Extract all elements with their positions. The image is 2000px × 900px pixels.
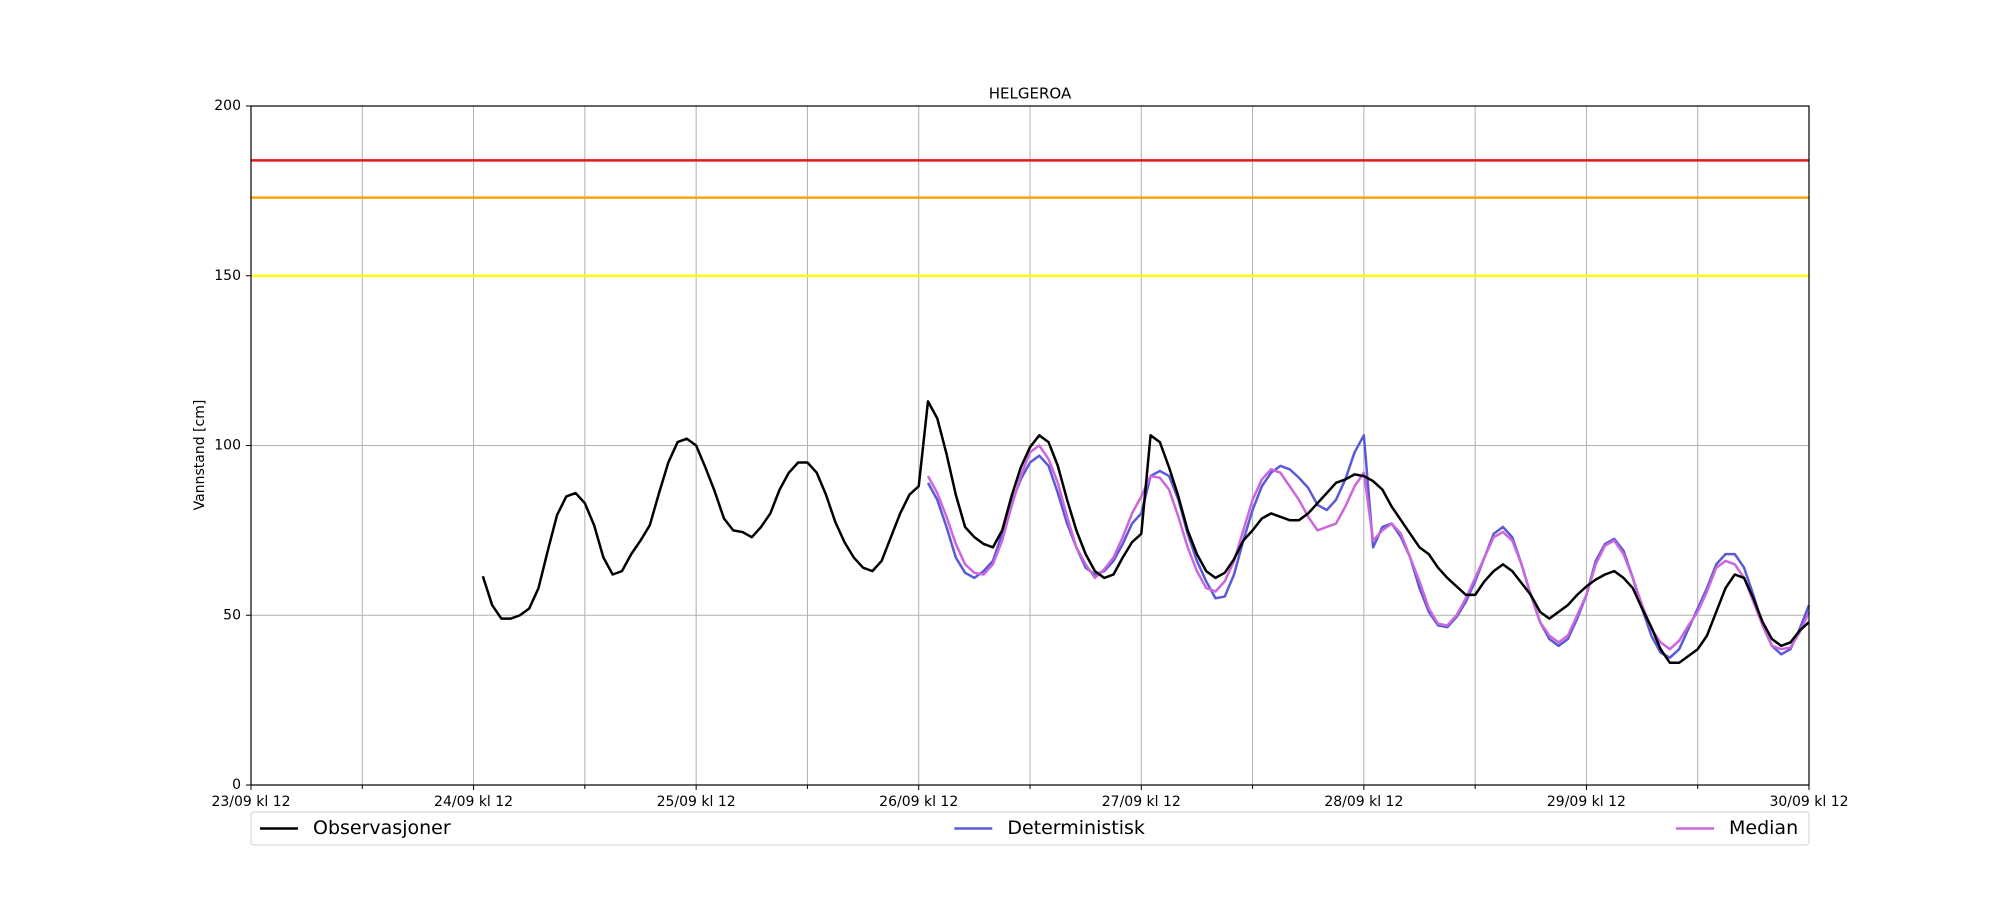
x-tick-label: 30/09 kl 12 bbox=[1769, 794, 1848, 810]
legend-box bbox=[250, 811, 1810, 846]
y-tick-label: 200 bbox=[214, 98, 241, 114]
x-tick-label: 23/09 kl 12 bbox=[211, 794, 290, 810]
x-tick-label: 29/09 kl 12 bbox=[1547, 794, 1626, 810]
series-line bbox=[926, 444, 1811, 651]
x-tick-label: 27/09 kl 12 bbox=[1102, 794, 1181, 810]
x-tick-label: 24/09 kl 12 bbox=[434, 794, 513, 810]
legend-label: Median bbox=[1729, 817, 1798, 839]
x-tick-label: 26/09 kl 12 bbox=[879, 794, 958, 810]
y-tick-label: 50 bbox=[223, 607, 241, 623]
y-tick-label: 0 bbox=[232, 777, 241, 793]
legend-label: Observasjoner bbox=[313, 817, 451, 839]
x-tick-label: 25/09 kl 12 bbox=[657, 794, 736, 810]
series-line bbox=[481, 400, 1810, 665]
legend-label: Deterministisk bbox=[1007, 817, 1145, 839]
plot-frame bbox=[250, 105, 1810, 786]
chart-title: HELGEROA bbox=[989, 85, 1072, 103]
series-line bbox=[926, 434, 1811, 659]
y-tick-label: 150 bbox=[214, 268, 241, 284]
y-tick-label: 100 bbox=[214, 438, 241, 454]
x-tick-label: 28/09 kl 12 bbox=[1324, 794, 1403, 810]
y-axis-label: Vannstand [cm] bbox=[192, 400, 208, 511]
